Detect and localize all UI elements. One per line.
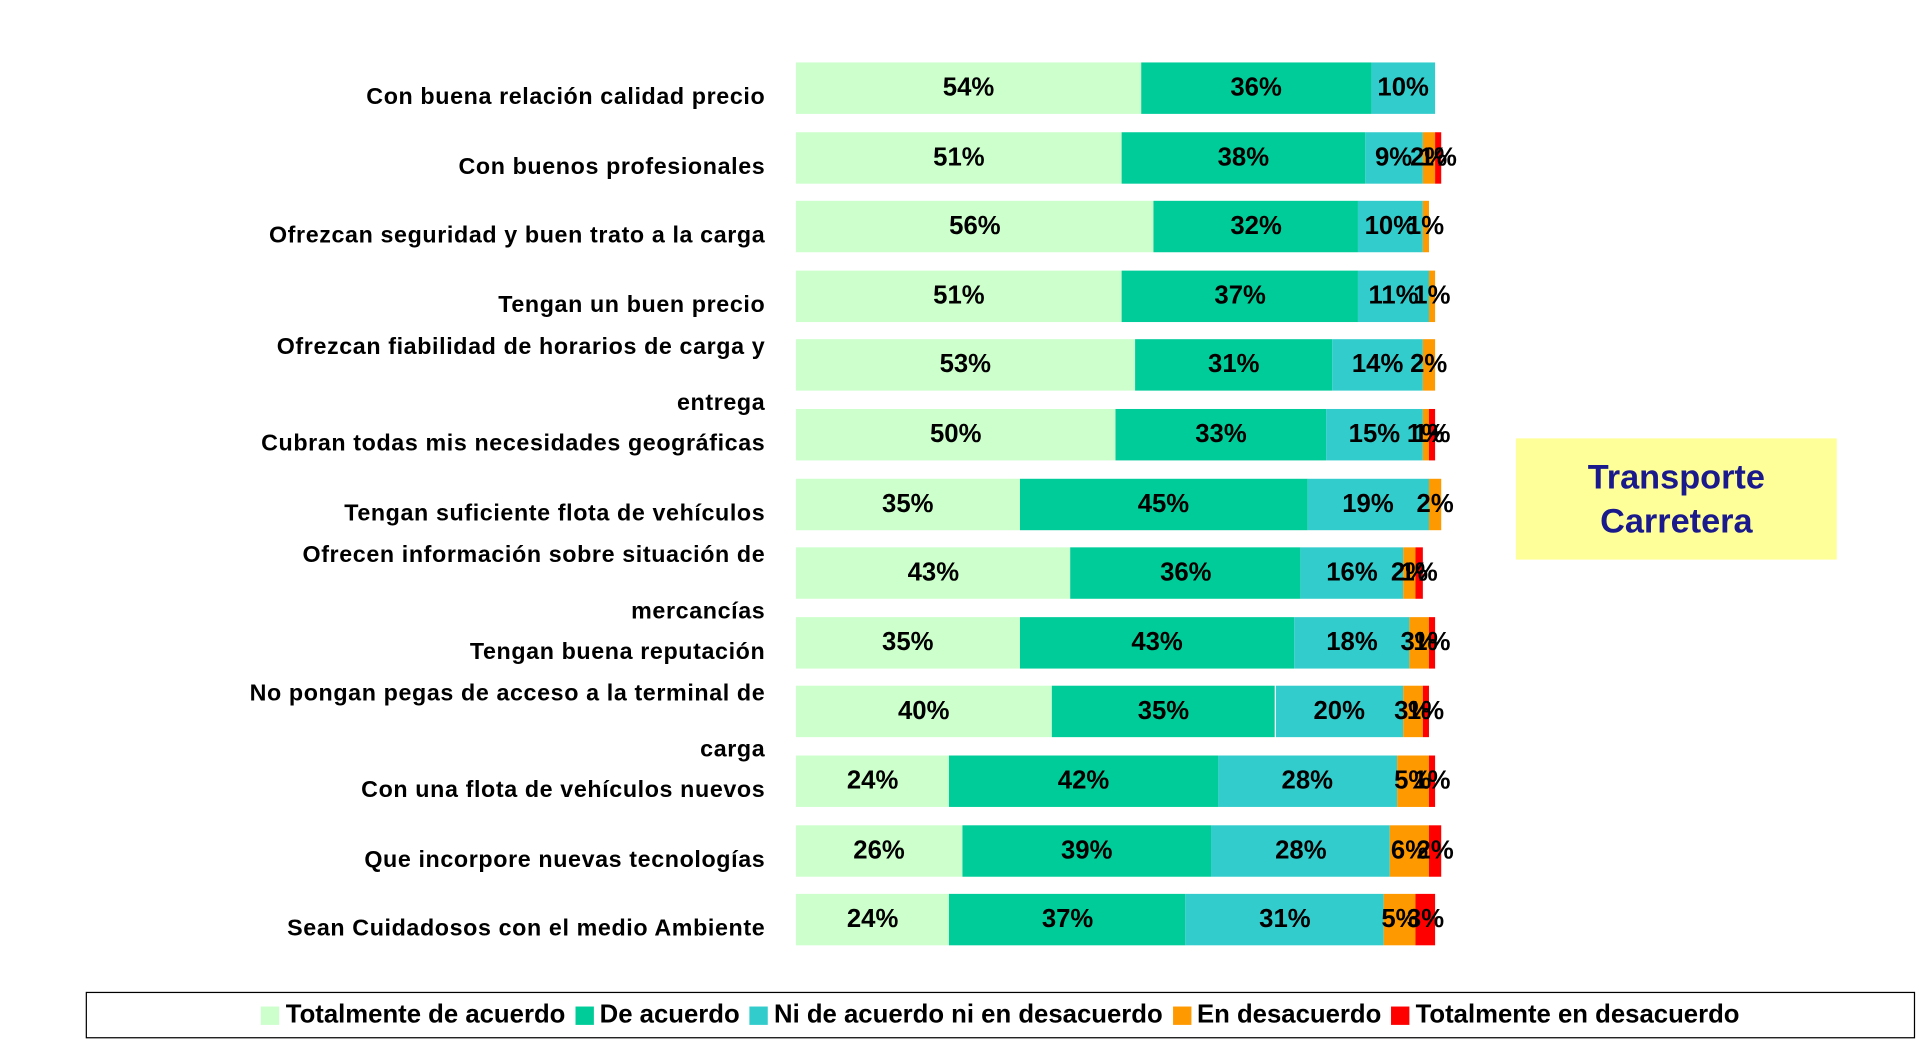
data-label: 2% — [1417, 836, 1454, 865]
data-label: 36% — [1230, 73, 1281, 102]
legend-label: Totalmente en desacuerdo — [1416, 1000, 1740, 1029]
data-label: 32% — [1230, 212, 1281, 241]
data-label: 36% — [1160, 559, 1211, 588]
data-label: 42% — [1058, 767, 1109, 796]
category-label: Cubran todas mis necesidades geográficas — [6, 416, 765, 472]
data-label: 31% — [1208, 351, 1259, 380]
legend-swatch — [1391, 1006, 1409, 1024]
legend-label: Totalmente de acuerdo — [286, 1000, 566, 1029]
data-label: 1% — [1401, 559, 1438, 588]
legend-entry: Totalmente en desacuerdo — [1391, 1000, 1739, 1029]
data-label: 28% — [1275, 836, 1326, 865]
data-label: 28% — [1282, 767, 1333, 796]
legend-label: De acuerdo — [600, 1000, 740, 1029]
data-label: 50% — [930, 420, 981, 449]
category-label: Con una flota de vehículos nuevos — [6, 763, 765, 819]
data-label: 38% — [1218, 143, 1269, 172]
data-label: 53% — [940, 351, 991, 380]
data-label: 31% — [1259, 905, 1310, 934]
data-label: 14% — [1352, 351, 1403, 380]
data-label: 1% — [1413, 767, 1450, 796]
data-label: 51% — [933, 281, 984, 310]
data-label: 16% — [1326, 559, 1377, 588]
data-label: 26% — [853, 836, 904, 865]
data-label: 9% — [1375, 143, 1412, 172]
data-label: 1% — [1413, 628, 1450, 657]
data-label: 35% — [882, 489, 933, 518]
legend-swatch — [1172, 1006, 1190, 1024]
data-label: 40% — [898, 697, 949, 726]
legend: Totalmente de acuerdo De acuerdo Ni de acu… — [86, 992, 1915, 1039]
data-label: 11% — [1369, 281, 1419, 310]
data-label: 20% — [1313, 697, 1364, 726]
data-label: 10% — [1377, 73, 1428, 102]
data-label: 1% — [1407, 697, 1444, 726]
page: Transporte Carretera Totalmente de acuer… — [0, 0, 1920, 1039]
data-label: 35% — [1138, 697, 1189, 726]
data-label: 39% — [1061, 836, 1112, 865]
data-label: 24% — [847, 767, 898, 796]
data-label: 1% — [1413, 420, 1450, 449]
legend-entry: Totalmente de acuerdo — [261, 1000, 565, 1029]
data-label: 24% — [847, 905, 898, 934]
legend-label: Ni de acuerdo ni en desacuerdo — [774, 1000, 1163, 1029]
category-label: Sean Cuidadosos con el medio Ambiente — [6, 901, 765, 957]
data-label: 2% — [1417, 489, 1454, 518]
data-label: 1% — [1420, 143, 1457, 172]
category-label: Ofrezcan seguridad y buen trato a la car… — [6, 208, 765, 264]
data-label: 2% — [1410, 351, 1447, 380]
data-label: 1% — [1407, 212, 1444, 241]
legend-swatch — [750, 1006, 768, 1024]
legend-swatch — [575, 1006, 593, 1024]
legend-entry: Ni de acuerdo ni en desacuerdo — [750, 1000, 1163, 1029]
chart: Transporte Carretera Totalmente de acuer… — [0, 0, 1920, 1038]
data-label: 51% — [933, 143, 984, 172]
data-label: 45% — [1138, 489, 1189, 518]
data-label: 43% — [908, 559, 959, 588]
legend-swatch — [261, 1006, 279, 1024]
category-label: Con buena relación calidad precio — [6, 70, 765, 126]
data-label: 15% — [1349, 420, 1400, 449]
data-label: 37% — [1214, 281, 1265, 310]
category-label: Con buenos profesionales — [6, 139, 765, 195]
data-label: 3% — [1407, 905, 1444, 934]
data-label: 54% — [943, 73, 994, 102]
data-label: 18% — [1326, 628, 1377, 657]
legend-entry: En desacuerdo — [1172, 1000, 1381, 1029]
data-label: 56% — [949, 212, 1000, 241]
data-label: 1% — [1413, 281, 1450, 310]
legend-label: En desacuerdo — [1197, 1000, 1381, 1029]
data-label: 35% — [882, 628, 933, 657]
category-label: Que incorpore nuevas tecnologías — [6, 832, 765, 888]
annotation: Transporte Carretera — [1516, 438, 1837, 559]
data-label: 33% — [1195, 420, 1246, 449]
data-label: 37% — [1042, 905, 1093, 934]
data-label: 19% — [1342, 489, 1393, 518]
data-label: 43% — [1131, 628, 1182, 657]
legend-entry: De acuerdo — [575, 1000, 740, 1029]
